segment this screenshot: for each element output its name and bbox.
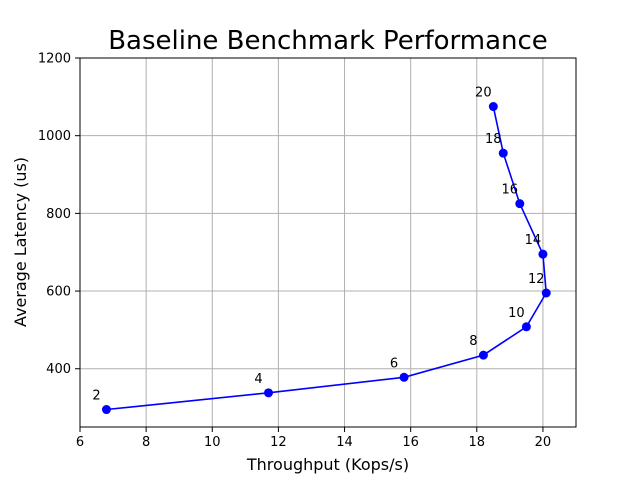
data-point-10 <box>521 322 531 332</box>
data-point-label: 16 <box>502 183 519 198</box>
data-point-label: 8 <box>469 334 477 349</box>
x-tick-label: 12 <box>270 435 287 450</box>
y-tick-label: 600 <box>46 285 71 300</box>
data-point-8 <box>478 350 488 360</box>
series-line <box>106 106 548 411</box>
y-tick-label: 1000 <box>38 129 71 144</box>
plot-frame <box>79 57 577 428</box>
axis-ticks: 6 8 10 12 14 16 18 20 400 600 800 1000 1200 <box>38 52 551 451</box>
data-point-label: 10 <box>508 306 525 321</box>
x-tick-label: 10 <box>204 435 221 450</box>
x-tick-label: 18 <box>469 435 486 450</box>
chart-title: Baseline Benchmark Performance <box>108 26 548 56</box>
x-tick-label: 16 <box>402 435 419 450</box>
data-point-label: 6 <box>390 356 398 371</box>
data-point-12 <box>541 288 551 298</box>
data-point-14 <box>538 249 548 259</box>
data-point-6 <box>399 372 409 382</box>
data-point-4 <box>263 388 273 398</box>
data-point-label: 20 <box>475 86 492 101</box>
data-point-label: 14 <box>525 233 542 248</box>
data-point-20 <box>488 102 498 112</box>
data-point-label: 4 <box>254 372 262 387</box>
series-layer: 2 4 6 8 10 12 14 16 18 20 <box>92 86 551 415</box>
y-tick-label: 1200 <box>38 52 71 67</box>
x-axis-label: Throughput (Kops/s) <box>246 455 409 474</box>
data-point-label: 2 <box>92 389 100 404</box>
x-tick-label: 8 <box>142 435 150 450</box>
data-point-18 <box>498 148 508 158</box>
data-point-label: 18 <box>485 132 502 147</box>
x-tick-label: 6 <box>76 435 84 450</box>
x-tick-label: 20 <box>535 435 552 450</box>
y-tick-label: 800 <box>46 207 71 222</box>
data-point-16 <box>515 199 525 209</box>
x-tick-label: 14 <box>336 435 353 450</box>
data-point-2 <box>101 405 111 415</box>
grid <box>79 57 576 427</box>
y-axis-label: Average Latency (us) <box>11 157 30 327</box>
data-point-label: 12 <box>528 272 545 287</box>
y-tick-label: 400 <box>46 362 71 377</box>
